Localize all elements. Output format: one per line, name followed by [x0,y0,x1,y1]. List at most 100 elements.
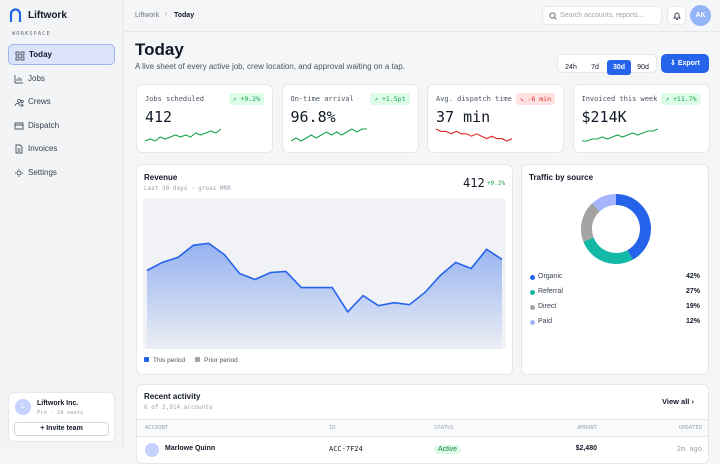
sparkline-path [435,128,513,142]
kpi-card: Invoiced this week ↗ +11.7% $214K [572,84,710,153]
sparkline-path [290,128,367,142]
legend-dot [530,305,535,310]
legend-item: This period [144,357,185,364]
kpi-delta-value: +9.2% [240,95,260,103]
nav-item[interactable]: Dispatch [8,115,115,136]
kpi-value: $214K [581,108,627,126]
icon-path [15,144,23,154]
icon-path [14,99,24,107]
icon-path [14,74,23,83]
traffic-title: Traffic by source [529,173,594,182]
legend-swatch [195,357,201,362]
kpi-delta: ↗ +1.5pt [370,93,410,105]
page-subtitle: A live sheet of every active job, crew l… [135,62,405,71]
crumb-current: Today [174,12,195,19]
table-header-bg [137,419,708,437]
cell: $2,480 [575,445,597,452]
legend-dot [530,275,535,280]
legend-item: Prior period [195,357,238,364]
cell: 2m ago [676,445,702,453]
column-header: ACCOUNT [145,425,169,431]
nav-item[interactable]: Settings [8,162,115,183]
search-icon [549,12,557,20]
revenue-title: Revenue [144,173,178,182]
activity-card: Recent activity 6 of 3,914 accounts View… [136,384,709,464]
nav-label: Settings [28,167,57,177]
donut-segment [581,194,651,264]
sparkline [581,128,658,142]
kpi-label: On-time arrival [290,95,354,103]
column-header: ID [329,425,336,431]
legend-label: This period [153,357,186,364]
legend-dot [530,320,535,325]
traffic-card: Traffic by source Organic 42% Referral 27% D… [521,164,709,375]
view-all[interactable]: View all › [662,397,694,406]
revenue-value: 412 [463,176,485,190]
kpi-value: 412 [145,108,173,126]
nav-icon [14,74,23,83]
nav-icon [14,122,24,129]
legend-label: Paid [538,318,553,325]
kpi-value: 96.8% [290,108,336,126]
kpi-delta: ↗ +9.2% [228,93,264,105]
legend-value: 27% [685,288,700,295]
kpi-card: On-time arrival ↗ +1.5pt 96.8% [281,84,419,153]
range-toggle: 24h 7d 30d 90d [557,54,657,75]
sparkline-path [144,128,222,142]
sparkline [290,128,367,142]
crumb[interactable]: Liftwork [135,12,160,19]
nav-item[interactable]: Invoices [8,138,115,159]
topbar: Liftwork › Today Search accounts, report… [124,0,720,32]
row-avatar [145,443,159,457]
kpi-delta-value: +11.7% [673,95,697,103]
export-label: Export [677,60,700,67]
org-plan: Pro · 24 seats [37,410,84,416]
kpi-label: Jobs scheduled [145,95,205,103]
org-avatar: L [15,399,31,415]
range-option[interactable]: 90d [637,64,649,71]
icon-path [14,122,24,129]
revenue-legend: This period Prior period [144,357,248,364]
donut-chart [581,194,651,264]
sparkline [435,128,513,142]
kpi-value: 37 min [436,108,491,126]
nav-icon [15,144,23,154]
nav-item[interactable]: Jobs [8,68,115,89]
legend-value: 42% [685,273,700,280]
invite-button[interactable]: + Invite team [14,422,109,436]
nav-icon [14,99,24,107]
user-avatar[interactable]: AK [690,5,711,26]
sparkline [144,128,222,142]
revenue-delta: +9.2% [487,180,506,187]
legend-label: Organic [538,273,563,280]
bell-icon [673,12,681,20]
export-button[interactable]: ⇩ Export [661,54,709,73]
range-option[interactable]: 7d [591,64,599,71]
search[interactable]: Search accounts, reports... [542,6,662,25]
notifications[interactable] [667,6,686,25]
revenue-card: Revenue Last 30 days · gross MRR 412 +9.… [136,164,513,375]
nav-item[interactable]: Crews [8,91,115,112]
icon-path [15,168,23,177]
column-header: STATUS [434,425,454,431]
nav-item[interactable]: Today [8,44,115,65]
legend-value: 12% [685,318,700,325]
column-header: UPDATED [678,425,702,431]
crumb-sep: › [165,11,168,18]
kpi-label: Invoiced this week [581,95,658,103]
kpi-delta-value: -6 min [527,95,551,103]
kpi-card: Jobs scheduled ↗ +9.2% 412 [136,84,273,153]
legend-label: Prior period [204,357,238,364]
range-option[interactable]: 30d [607,60,631,75]
search-placeholder: Search accounts, reports... [560,12,644,19]
revenue-chart [143,198,506,349]
org-card: L Liftwork Inc. Pro · 24 seats + Invite … [8,392,115,442]
kpi-delta: ↘ -6 min [515,93,555,105]
invite-label: Invite team [46,425,83,432]
view-all-label: View all [662,397,690,406]
kpi-delta: ↗ +11.7% [661,93,701,105]
kpi-delta-value: +1.5pt [382,95,406,103]
range-option[interactable]: 24h [565,64,577,71]
legend-label: Direct [538,303,557,310]
section-label: WORKSPACE [12,31,51,37]
